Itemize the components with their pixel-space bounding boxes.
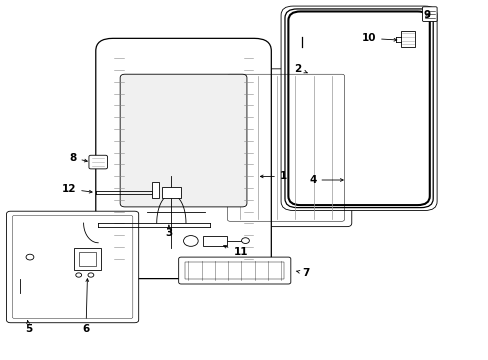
Circle shape bbox=[88, 273, 94, 277]
Bar bbox=[161, 187, 181, 198]
Polygon shape bbox=[152, 182, 159, 198]
Text: 6: 6 bbox=[82, 279, 89, 334]
Text: 8: 8 bbox=[69, 153, 87, 163]
Circle shape bbox=[183, 235, 198, 246]
FancyBboxPatch shape bbox=[220, 69, 351, 226]
Circle shape bbox=[76, 273, 81, 277]
Bar bbox=[203, 235, 227, 246]
Text: 10: 10 bbox=[361, 33, 396, 43]
Text: 2: 2 bbox=[294, 64, 306, 74]
Text: 9: 9 bbox=[423, 10, 430, 20]
Text: 4: 4 bbox=[308, 175, 343, 185]
Text: 3: 3 bbox=[165, 225, 172, 238]
FancyBboxPatch shape bbox=[178, 257, 290, 284]
Bar bbox=[79, 252, 96, 266]
FancyBboxPatch shape bbox=[96, 39, 271, 279]
Bar bbox=[184, 262, 284, 279]
FancyBboxPatch shape bbox=[89, 155, 107, 169]
FancyBboxPatch shape bbox=[281, 6, 436, 211]
Bar bbox=[400, 31, 414, 47]
Text: 1: 1 bbox=[260, 171, 286, 181]
Circle shape bbox=[26, 254, 34, 260]
FancyBboxPatch shape bbox=[6, 211, 139, 323]
Text: 11: 11 bbox=[223, 246, 247, 257]
Text: 5: 5 bbox=[25, 321, 33, 334]
FancyBboxPatch shape bbox=[422, 7, 436, 22]
Text: 7: 7 bbox=[296, 268, 308, 278]
Circle shape bbox=[241, 238, 249, 243]
Text: 12: 12 bbox=[61, 184, 92, 194]
Bar bbox=[74, 248, 101, 270]
FancyBboxPatch shape bbox=[120, 74, 246, 207]
